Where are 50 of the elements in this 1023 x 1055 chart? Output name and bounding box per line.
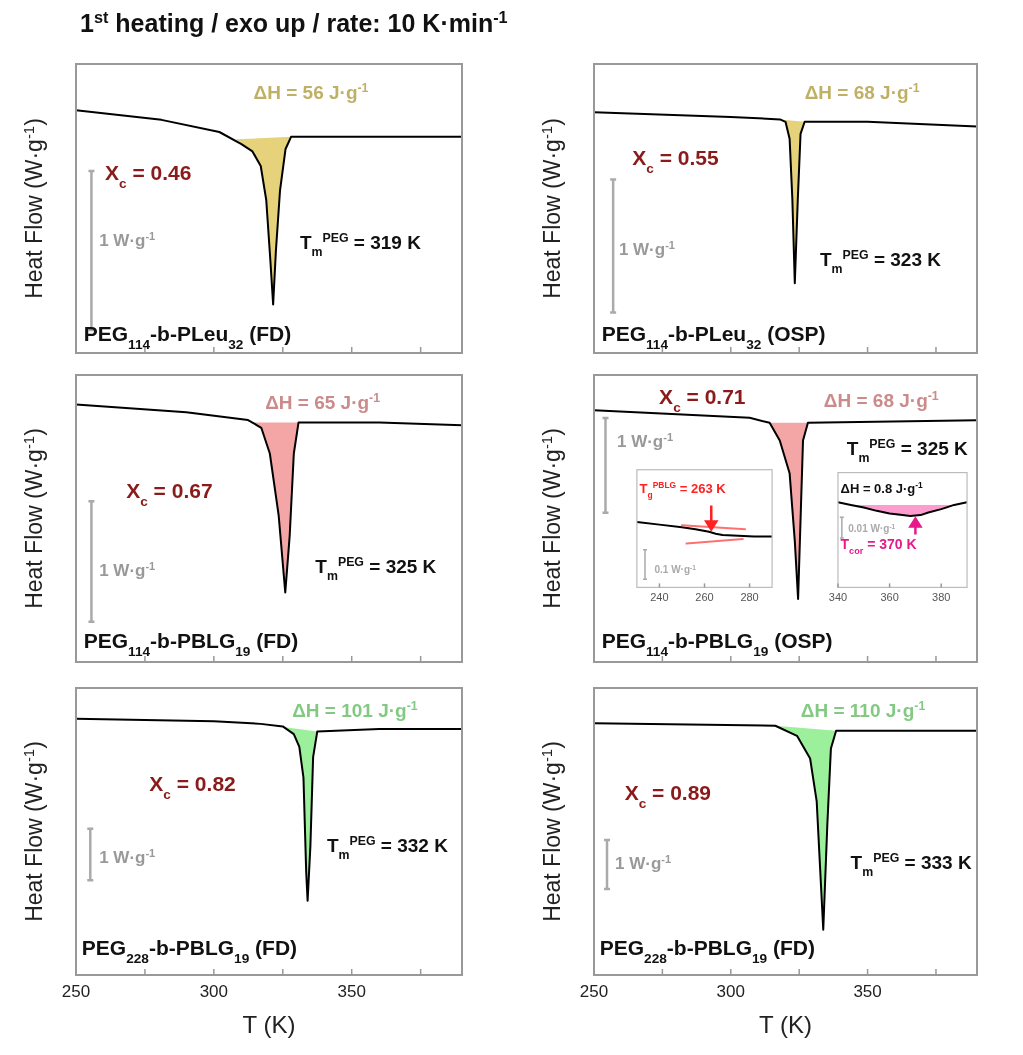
text: ΔH = 110 J·g$^{-1}$: [800, 698, 926, 721]
x-tick-label: 380: [932, 591, 951, 604]
annotation: X$_{c}$ = 0.71: [659, 384, 746, 415]
annotation: ΔH = 101 J·g$^{-1}$: [292, 698, 418, 721]
annotation: T$_{m}$$^{PEG}$ = 332 K: [326, 833, 449, 862]
x-tick-label: 360: [880, 591, 899, 604]
annotation: 1 W·g$^{-1}$: [616, 430, 674, 451]
annotation: PEG$_{114}$-b-PBLG$_{19}$ (FD): [83, 628, 299, 659]
annotation: X$_{c}$ = 0.89: [624, 780, 712, 811]
annotation: 0.1 W·g$^{-1}$: [654, 563, 697, 576]
annotation: PEG$_{228}$-b-PBLG$_{19}$ (FD): [81, 935, 298, 966]
x-tick-label: 300: [716, 982, 745, 1001]
x-tick-label: 280: [740, 591, 759, 604]
annotation: T$_{m}$$^{PEG}$ = 325 K: [846, 437, 969, 466]
annotation: 1 W·g$^{-1}$: [99, 847, 156, 868]
annotation: 1 W·g$^{-1}$: [615, 852, 672, 873]
annotation: T$_{m}$$^{PEG}$ = 333 K: [850, 850, 972, 879]
annotation: PEG$_{114}$-b-PLeu$_{32}$ (OSP): [601, 322, 826, 352]
annotation: T$_{m}$$^{PEG}$ = 325 K: [315, 555, 437, 584]
annotation: T$_{cor}$ = 370 K: [840, 535, 917, 556]
annotation: X$_{c}$ = 0.55: [632, 146, 720, 176]
annotation: ΔH = 68 J·g$^{-1}$: [823, 388, 939, 411]
x-tick-label: 350: [853, 982, 882, 1001]
x-axis-title: T (K): [242, 1011, 296, 1038]
text: ΔH = 56 J·g$^{-1}$: [253, 80, 369, 103]
x-tick-label: 250: [61, 982, 91, 1001]
annotation: X$_{c}$ = 0.67: [126, 479, 213, 509]
annotation: ΔH = 0.8 J·g$^{-1}$: [840, 480, 924, 497]
annotation: 1 W·g$^{-1}$: [99, 230, 156, 251]
annotation: PEG$_{114}$-b-PLeu$_{32}$ (FD): [83, 322, 292, 352]
annotation: T$_{m}$$^{PEG}$ = 319 K: [299, 230, 422, 259]
annotation: PEG$_{228}$-b-PBLG$_{19}$ (FD): [599, 935, 816, 966]
annotation: X$_{c}$ = 0.46: [104, 160, 192, 191]
x-axis-title: T (K): [759, 1011, 812, 1038]
chart-title: 1$^{st}$ heating / exo up / rate: 10 K·min$^{-1}$: [80, 8, 508, 37]
x-tick-label: 260: [695, 591, 714, 604]
annotation: T$_{m}$$^{PEG}$ = 323 K: [819, 248, 942, 277]
text: ΔH = 68 J·g$^{-1}$: [804, 80, 920, 103]
x-tick-label: 250: [579, 982, 609, 1001]
x-tick-label: 350: [337, 982, 366, 1001]
annotation: ΔH = 65 J·g$^{-1}$: [265, 391, 381, 414]
x-tick-label: 340: [828, 591, 848, 604]
annotation: 1 W·g$^{-1}$: [99, 559, 156, 580]
x-tick-label: 300: [199, 982, 229, 1001]
annotation: 1 W·g$^{-1}$: [618, 238, 675, 259]
annotation: T$_{g}$$^{PBLG}$ = 263 K: [639, 480, 727, 501]
x-tick-label: 240: [650, 591, 669, 604]
annotation: 0.01 W·g$^{-1}$: [848, 522, 896, 535]
annotation: PEG$_{114}$-b-PBLG$_{19}$ (OSP): [601, 628, 833, 659]
annotation: X$_{c}$ = 0.82: [149, 772, 236, 802]
